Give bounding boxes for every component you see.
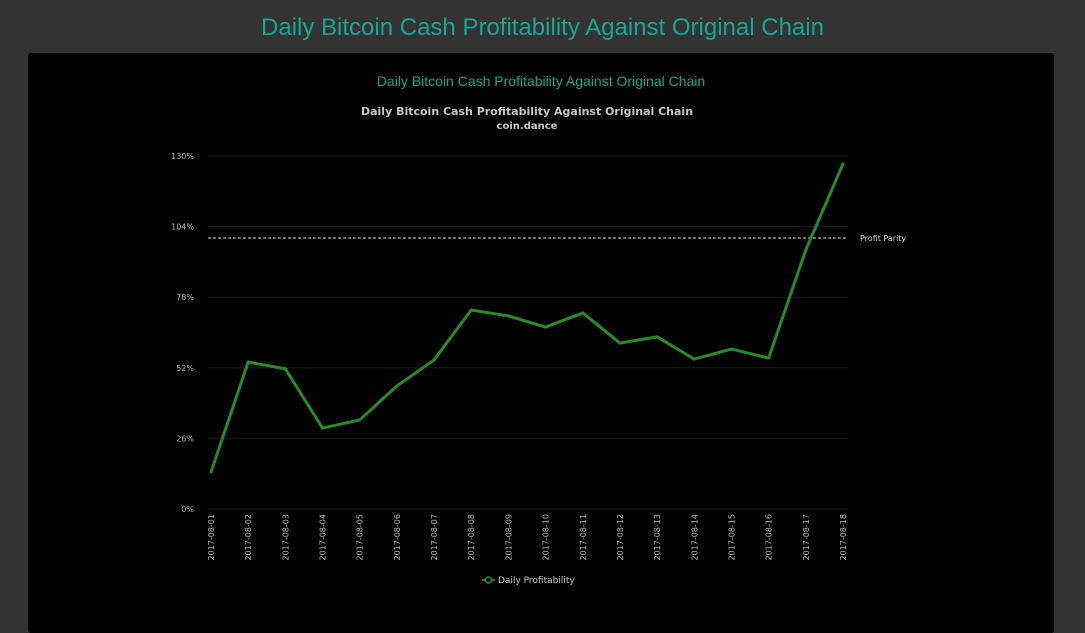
chart: Daily Bitcoin Cash Profitability Against… — [171, 105, 906, 586]
x-tick-label: 2017-08-15 — [727, 514, 736, 561]
x-tick-label: 2017-08-06 — [393, 514, 402, 561]
chart-panel: Daily Bitcoin Cash Profitability Against… — [28, 53, 1054, 633]
data-point — [432, 358, 436, 362]
legend-label: Daily Profitability — [498, 576, 575, 586]
x-tick-label: 2017-08-09 — [504, 514, 513, 561]
data-point — [544, 325, 548, 329]
chart-title: Daily Bitcoin Cash Profitability Against… — [361, 105, 693, 118]
data-point — [209, 470, 213, 474]
data-point — [581, 311, 585, 315]
x-tick-label: 2017-08-12 — [616, 514, 625, 561]
x-tick-label: 2017-08-11 — [579, 514, 588, 561]
series-line-daily-profitability — [209, 163, 845, 473]
page-title: Daily Bitcoin Cash Profitability Against… — [261, 14, 824, 41]
legend-circle-marker — [484, 576, 493, 584]
y-tick-label: 130% — [171, 152, 194, 161]
profit-parity-label: Profit Parity — [860, 234, 906, 243]
x-tick-label: 2017-08-04 — [319, 514, 328, 561]
data-point — [395, 384, 399, 388]
data-point — [321, 426, 325, 430]
data-point — [618, 341, 622, 345]
data-point — [729, 347, 733, 351]
x-tick-label: 2017-08-05 — [356, 514, 365, 561]
x-tick-label: 2017-08-16 — [765, 514, 774, 561]
x-tick-label: 2017-08-10 — [542, 514, 551, 561]
y-tick-label: 104% — [171, 223, 194, 232]
y-tick-label: 78% — [176, 293, 194, 302]
y-tick-label: 0% — [181, 505, 194, 514]
chart-subtitle: coin.dance — [497, 121, 558, 132]
data-point — [506, 314, 510, 318]
data-point — [692, 357, 696, 361]
x-tick-label: 2017-08-01 — [207, 514, 216, 561]
x-tick-label: 2017-08-07 — [430, 514, 439, 561]
data-point — [841, 162, 845, 166]
x-tick-label: 2017-08-17 — [802, 514, 811, 561]
data-point — [469, 308, 473, 312]
data-point — [804, 248, 808, 252]
y-tick-label: 52% — [176, 364, 194, 373]
x-tick-label: 2017-08-08 — [467, 514, 476, 561]
data-point — [246, 360, 250, 364]
panel-title: Daily Bitcoin Cash Profitability Against… — [376, 73, 706, 89]
data-point — [283, 367, 287, 371]
x-tick-label: 2017-08-03 — [281, 514, 290, 561]
x-tick-label: 2017-08-14 — [690, 514, 699, 561]
data-point — [358, 418, 362, 422]
data-point — [655, 335, 659, 339]
x-tick-label: 2017-08-02 — [244, 514, 253, 561]
y-tick-label: 26% — [176, 434, 194, 443]
data-point — [767, 356, 771, 360]
x-tick-label: 2017-08-18 — [839, 514, 848, 561]
x-tick-label: 2017-08-13 — [653, 514, 662, 561]
legend[interactable]: Daily Profitability — [482, 576, 575, 586]
